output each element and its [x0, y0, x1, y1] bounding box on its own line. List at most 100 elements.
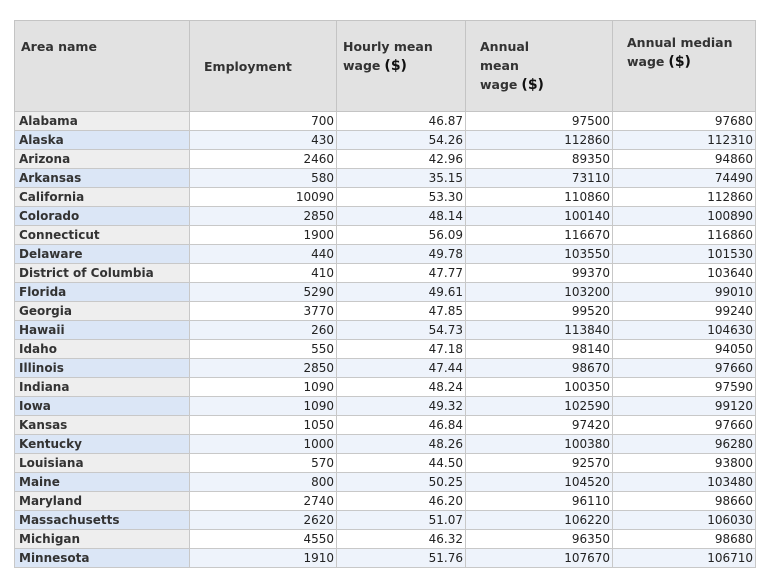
area-name-cell: Alaska — [14, 130, 190, 150]
area-name-cell: Idaho — [14, 339, 190, 359]
value-cell: 106710 — [612, 548, 756, 568]
value-cell: 106220 — [465, 510, 613, 530]
value-cell: 89350 — [465, 149, 613, 169]
value-cell: 550 — [189, 339, 337, 359]
table-row: Illinois 2850 47.44 98670 97660 — [14, 358, 756, 378]
value-cell: 99120 — [612, 396, 756, 416]
value-cell: 46.87 — [336, 111, 466, 131]
table-row: Iowa 1090 49.32 102590 99120 — [14, 396, 756, 416]
value-cell: 100350 — [465, 377, 613, 397]
area-name-cell: Colorado — [14, 206, 190, 226]
table-row: Colorado 2850 48.14 100140 100890 — [14, 206, 756, 226]
value-cell: 102590 — [465, 396, 613, 416]
area-name-cell: Florida — [14, 282, 190, 302]
value-cell: 47.77 — [336, 263, 466, 283]
value-cell: 56.09 — [336, 225, 466, 245]
value-cell: 47.44 — [336, 358, 466, 378]
value-cell: 94050 — [612, 339, 756, 359]
value-cell: 53.30 — [336, 187, 466, 207]
value-cell: 101530 — [612, 244, 756, 264]
table-row: Maryland 2740 46.20 96110 98660 — [14, 491, 756, 511]
table-row: Michigan 4550 46.32 96350 98680 — [14, 529, 756, 549]
header-cell: Employment — [189, 20, 337, 112]
value-cell: 98140 — [465, 339, 613, 359]
value-cell: 430 — [189, 130, 337, 150]
value-cell: 570 — [189, 453, 337, 473]
value-cell: 113840 — [465, 320, 613, 340]
value-cell: 1090 — [189, 396, 337, 416]
value-cell: 1900 — [189, 225, 337, 245]
area-name-cell: Iowa — [14, 396, 190, 416]
value-cell: 103200 — [465, 282, 613, 302]
area-name-cell: Michigan — [14, 529, 190, 549]
value-cell: 3770 — [189, 301, 337, 321]
value-cell: 580 — [189, 168, 337, 188]
value-cell: 1910 — [189, 548, 337, 568]
value-cell: 99370 — [465, 263, 613, 283]
table-row: District of Columbia 410 47.77 99370 103640 — [14, 263, 756, 283]
header-unit: ($) — [521, 77, 544, 93]
value-cell: 4550 — [189, 529, 337, 549]
area-name-cell: Alabama — [14, 111, 190, 131]
value-cell: 50.25 — [336, 472, 466, 492]
area-name-cell: District of Columbia — [14, 263, 190, 283]
value-cell: 112860 — [465, 130, 613, 150]
table-row: Alabama 700 46.87 97500 97680 — [14, 111, 756, 131]
value-cell: 49.78 — [336, 244, 466, 264]
value-cell: 48.24 — [336, 377, 466, 397]
value-cell: 260 — [189, 320, 337, 340]
value-cell: 97660 — [612, 358, 756, 378]
value-cell: 97680 — [612, 111, 756, 131]
value-cell: 100140 — [465, 206, 613, 226]
value-cell: 800 — [189, 472, 337, 492]
header-cell: Annual median wage ($) — [612, 20, 756, 112]
value-cell: 92570 — [465, 453, 613, 473]
value-cell: 410 — [189, 263, 337, 283]
table-row: Indiana 1090 48.24 100350 97590 — [14, 377, 756, 397]
area-name-cell: Kentucky — [14, 434, 190, 454]
table-row: Kentucky 1000 48.26 100380 96280 — [14, 434, 756, 454]
area-name-cell: Indiana — [14, 377, 190, 397]
value-cell: 73110 — [465, 168, 613, 188]
value-cell: 112860 — [612, 187, 756, 207]
value-cell: 96350 — [465, 529, 613, 549]
header-label: Hourly mean wage — [343, 39, 433, 73]
value-cell: 106030 — [612, 510, 756, 530]
table-row: Maine 800 50.25 104520 103480 — [14, 472, 756, 492]
value-cell: 42.96 — [336, 149, 466, 169]
value-cell: 44.50 — [336, 453, 466, 473]
value-cell: 98670 — [465, 358, 613, 378]
value-cell: 51.07 — [336, 510, 466, 530]
area-name-cell: Connecticut — [14, 225, 190, 245]
value-cell: 49.32 — [336, 396, 466, 416]
value-cell: 46.84 — [336, 415, 466, 435]
value-cell: 97500 — [465, 111, 613, 131]
area-name-cell: Georgia — [14, 301, 190, 321]
table-header: Area name Employment Hourly mean wage ($)… — [14, 20, 756, 112]
value-cell: 48.26 — [336, 434, 466, 454]
table-body: Alabama 700 46.87 97500 97680 Alaska 430 54.26 1… — [14, 111, 756, 568]
value-cell: 49.61 — [336, 282, 466, 302]
value-cell: 98680 — [612, 529, 756, 549]
value-cell: 35.15 — [336, 168, 466, 188]
value-cell: 93800 — [612, 453, 756, 473]
value-cell: 48.14 — [336, 206, 466, 226]
header-row: Area name Employment Hourly mean wage ($)… — [14, 20, 756, 112]
header-cell: Annual mean wage ($) — [465, 20, 613, 112]
value-cell: 2850 — [189, 206, 337, 226]
value-cell: 96280 — [612, 434, 756, 454]
table-row: Hawaii 260 54.73 113840 104630 — [14, 320, 756, 340]
header-cell: Hourly mean wage ($) — [336, 20, 466, 112]
table-row: Massachusetts 2620 51.07 106220 106030 — [14, 510, 756, 530]
value-cell: 104630 — [612, 320, 756, 340]
value-cell: 98660 — [612, 491, 756, 511]
table-row: Delaware 440 49.78 103550 101530 — [14, 244, 756, 264]
value-cell: 2740 — [189, 491, 337, 511]
header-label: Annual median wage — [627, 35, 733, 69]
area-name-cell: Delaware — [14, 244, 190, 264]
table-row: Louisiana 570 44.50 92570 93800 — [14, 453, 756, 473]
area-name-cell: Kansas — [14, 415, 190, 435]
value-cell: 1090 — [189, 377, 337, 397]
value-cell: 99520 — [465, 301, 613, 321]
